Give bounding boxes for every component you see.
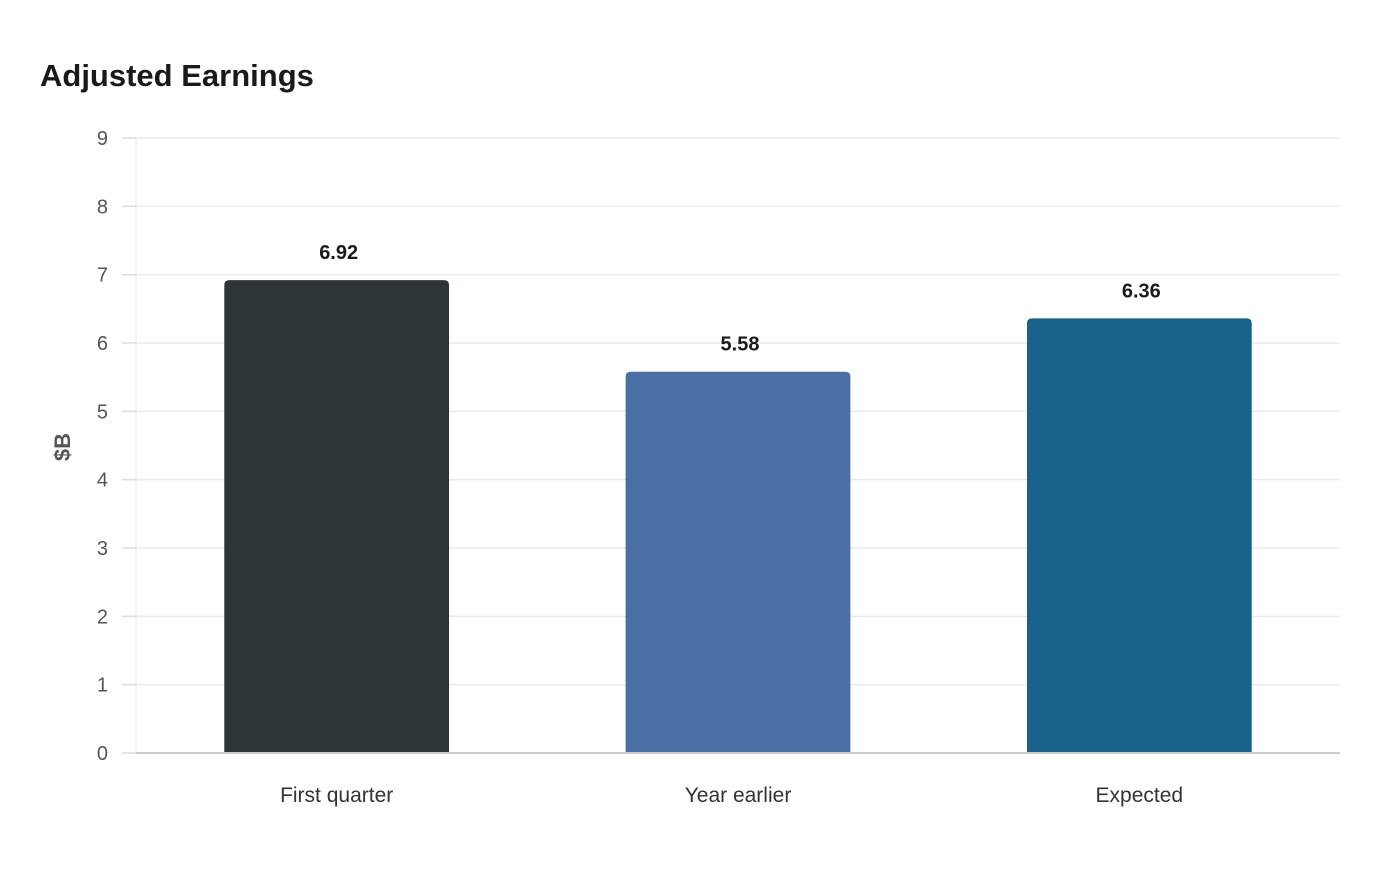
axes: 0 1 2 3 4 5 6 7 8 9 First quarter Year earlier Expec… (97, 128, 1340, 807)
y-tick-label: 3 (97, 538, 108, 560)
y-tick-label: 6 (97, 333, 108, 355)
chart-title: Adjusted Earnings (40, 58, 314, 93)
y-tick-label: 7 (97, 265, 108, 287)
x-category-label: Expected (1096, 784, 1184, 807)
x-category-label: First quarter (280, 784, 393, 807)
y-tick-label: 4 (97, 470, 108, 492)
bars: 6.92 5.58 6.36 (224, 242, 1252, 753)
bar (1026, 318, 1252, 753)
bar (625, 371, 851, 753)
bar (224, 280, 450, 753)
y-tick-label: 9 (97, 128, 108, 150)
y-axis-title: $B (50, 433, 75, 461)
y-tick-label: 5 (97, 401, 108, 423)
bar-value-label: 6.36 (1122, 280, 1161, 302)
y-tick-label: 8 (97, 196, 108, 218)
bar-value-label: 6.92 (319, 242, 358, 264)
x-category-label: Year earlier (685, 784, 792, 807)
bar-value-label: 5.58 (721, 334, 760, 356)
y-tick-label: 1 (97, 675, 108, 697)
y-tick-label: 0 (97, 743, 108, 765)
y-tick-label: 2 (97, 606, 108, 628)
